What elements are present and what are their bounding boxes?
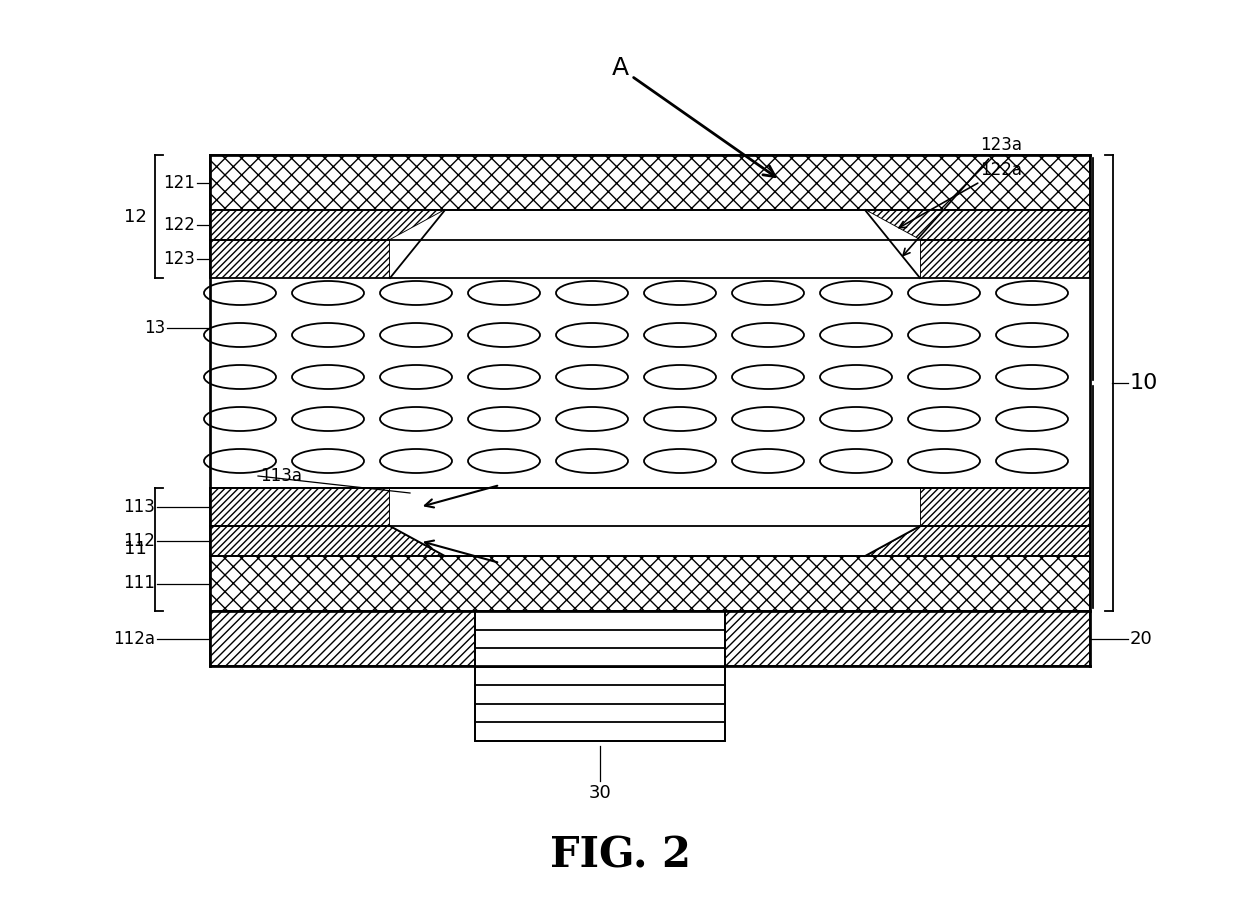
Polygon shape bbox=[920, 488, 1090, 526]
Ellipse shape bbox=[820, 407, 892, 431]
Ellipse shape bbox=[379, 323, 453, 347]
Ellipse shape bbox=[467, 365, 539, 389]
Ellipse shape bbox=[291, 281, 365, 305]
Ellipse shape bbox=[291, 449, 365, 473]
Ellipse shape bbox=[467, 449, 539, 473]
Ellipse shape bbox=[644, 407, 715, 431]
Polygon shape bbox=[866, 210, 1090, 240]
Ellipse shape bbox=[820, 365, 892, 389]
Ellipse shape bbox=[205, 449, 277, 473]
Ellipse shape bbox=[908, 281, 980, 305]
Ellipse shape bbox=[379, 365, 453, 389]
Ellipse shape bbox=[205, 407, 277, 431]
Ellipse shape bbox=[820, 449, 892, 473]
Polygon shape bbox=[210, 488, 391, 526]
Ellipse shape bbox=[908, 407, 980, 431]
Ellipse shape bbox=[996, 407, 1068, 431]
Polygon shape bbox=[391, 526, 920, 556]
Ellipse shape bbox=[291, 365, 365, 389]
Polygon shape bbox=[866, 526, 1090, 556]
Ellipse shape bbox=[908, 365, 980, 389]
Bar bbox=[210, 611, 475, 666]
Text: 122: 122 bbox=[164, 216, 195, 234]
Ellipse shape bbox=[996, 323, 1068, 347]
Text: 30: 30 bbox=[589, 784, 611, 802]
Ellipse shape bbox=[644, 449, 715, 473]
Text: 11: 11 bbox=[124, 540, 148, 559]
Ellipse shape bbox=[644, 281, 715, 305]
Text: 10: 10 bbox=[1130, 373, 1158, 393]
Ellipse shape bbox=[205, 365, 277, 389]
Ellipse shape bbox=[644, 323, 715, 347]
Text: FIG. 2: FIG. 2 bbox=[549, 834, 691, 876]
Ellipse shape bbox=[996, 449, 1068, 473]
Polygon shape bbox=[391, 210, 920, 240]
Ellipse shape bbox=[556, 281, 627, 305]
Ellipse shape bbox=[291, 323, 365, 347]
Ellipse shape bbox=[732, 449, 804, 473]
Ellipse shape bbox=[732, 281, 804, 305]
Polygon shape bbox=[210, 526, 445, 556]
Text: 123: 123 bbox=[164, 250, 195, 268]
Ellipse shape bbox=[556, 407, 627, 431]
Ellipse shape bbox=[379, 407, 453, 431]
Ellipse shape bbox=[908, 323, 980, 347]
Ellipse shape bbox=[205, 323, 277, 347]
Text: 113a: 113a bbox=[260, 467, 303, 485]
Ellipse shape bbox=[556, 449, 627, 473]
Text: 112a: 112a bbox=[113, 630, 155, 648]
Text: 112: 112 bbox=[123, 532, 155, 550]
Ellipse shape bbox=[732, 365, 804, 389]
Text: 111: 111 bbox=[123, 574, 155, 593]
Ellipse shape bbox=[908, 449, 980, 473]
Ellipse shape bbox=[379, 449, 453, 473]
Ellipse shape bbox=[556, 365, 627, 389]
Polygon shape bbox=[391, 488, 920, 526]
Text: 113: 113 bbox=[123, 498, 155, 516]
Polygon shape bbox=[920, 240, 1090, 278]
Ellipse shape bbox=[556, 323, 627, 347]
Ellipse shape bbox=[291, 407, 365, 431]
Ellipse shape bbox=[379, 281, 453, 305]
Bar bbox=[475, 611, 725, 741]
Ellipse shape bbox=[467, 407, 539, 431]
Text: 122a: 122a bbox=[899, 161, 1022, 228]
Text: 13: 13 bbox=[144, 319, 165, 337]
Polygon shape bbox=[210, 240, 391, 278]
Text: 12: 12 bbox=[124, 208, 148, 225]
Ellipse shape bbox=[996, 281, 1068, 305]
Text: 20: 20 bbox=[1130, 630, 1153, 648]
Ellipse shape bbox=[205, 281, 277, 305]
Polygon shape bbox=[391, 240, 920, 278]
Text: 121: 121 bbox=[164, 174, 195, 191]
Ellipse shape bbox=[996, 365, 1068, 389]
Text: A: A bbox=[611, 56, 775, 176]
Ellipse shape bbox=[467, 323, 539, 347]
Ellipse shape bbox=[644, 365, 715, 389]
Ellipse shape bbox=[467, 281, 539, 305]
Text: 123a: 123a bbox=[903, 136, 1022, 255]
Polygon shape bbox=[210, 210, 445, 240]
Ellipse shape bbox=[732, 407, 804, 431]
Ellipse shape bbox=[820, 323, 892, 347]
Ellipse shape bbox=[820, 281, 892, 305]
Bar bbox=[210, 155, 1090, 210]
Bar bbox=[475, 611, 725, 666]
Bar bbox=[475, 611, 725, 741]
Bar bbox=[210, 556, 1090, 611]
Bar bbox=[210, 278, 1090, 488]
Bar bbox=[725, 611, 1090, 666]
Ellipse shape bbox=[732, 323, 804, 347]
